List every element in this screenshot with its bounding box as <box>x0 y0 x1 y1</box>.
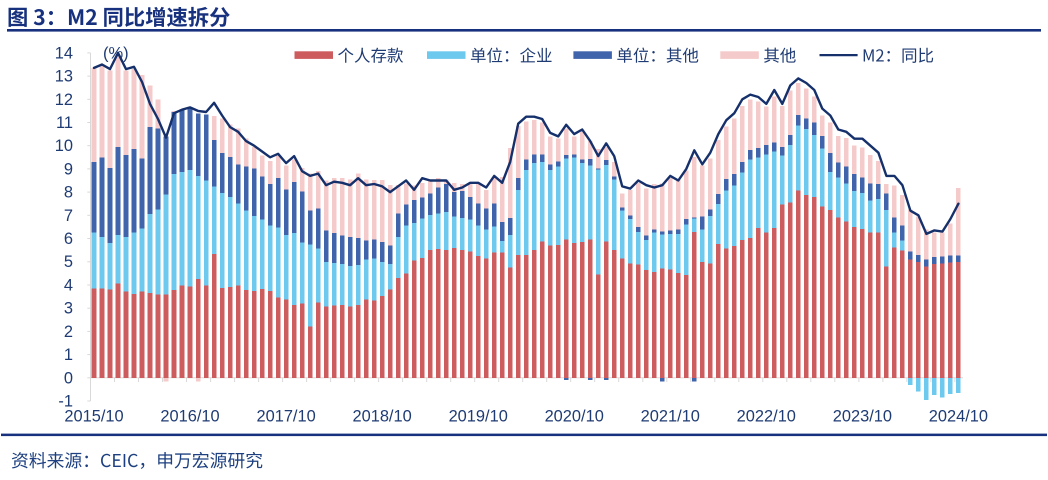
svg-text:2024/10: 2024/10 <box>929 407 988 425</box>
svg-text:5: 5 <box>64 253 73 271</box>
svg-text:2016/10: 2016/10 <box>160 407 219 425</box>
svg-text:2: 2 <box>64 323 73 341</box>
svg-text:1: 1 <box>64 346 73 364</box>
svg-text:4: 4 <box>64 277 73 295</box>
svg-text:2021/10: 2021/10 <box>641 407 700 425</box>
svg-text:7: 7 <box>64 207 73 225</box>
svg-text:0: 0 <box>64 369 73 387</box>
svg-text:10: 10 <box>55 137 73 155</box>
svg-text:12: 12 <box>55 91 73 109</box>
svg-text:3: 3 <box>64 300 73 318</box>
svg-text:14: 14 <box>55 44 73 62</box>
svg-text:(%): (%) <box>103 45 129 63</box>
svg-text:8: 8 <box>64 184 73 202</box>
svg-text:2020/10: 2020/10 <box>545 407 604 425</box>
svg-text:2018/10: 2018/10 <box>352 407 411 425</box>
svg-text:11: 11 <box>56 114 73 132</box>
svg-text:6: 6 <box>64 230 73 248</box>
svg-text:2017/10: 2017/10 <box>256 407 315 425</box>
svg-text:2015/10: 2015/10 <box>64 407 123 425</box>
svg-text:2019/10: 2019/10 <box>449 407 508 425</box>
svg-text:13: 13 <box>55 68 73 86</box>
svg-text:2023/10: 2023/10 <box>833 407 892 425</box>
svg-text:2022/10: 2022/10 <box>737 407 796 425</box>
svg-text:9: 9 <box>64 160 73 178</box>
svg-text:-1: -1 <box>58 393 73 411</box>
